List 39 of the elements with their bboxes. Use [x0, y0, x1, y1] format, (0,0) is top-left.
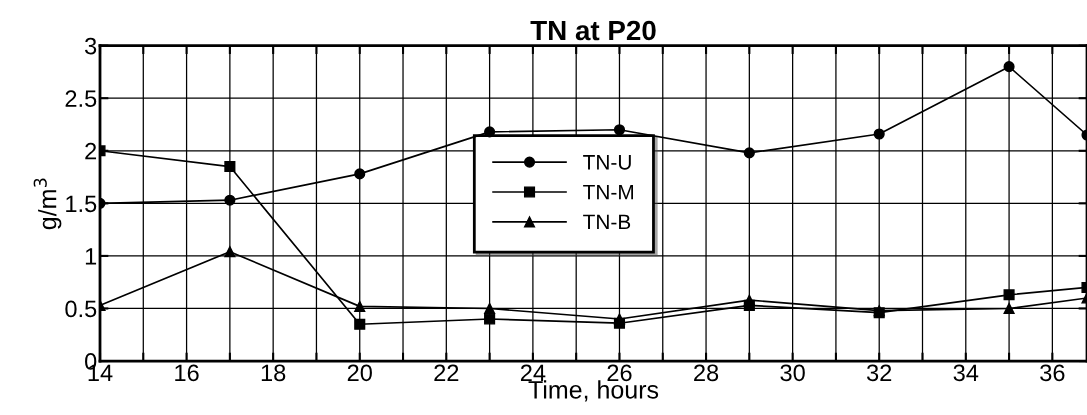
- point: [484, 313, 496, 325]
- x-tick-label: 30: [780, 364, 805, 382]
- y-tick-label: 1: [85, 248, 97, 265]
- x-tick-label: 20: [347, 364, 372, 382]
- point: [354, 318, 366, 330]
- legend-label: TN-M: [583, 184, 634, 200]
- x-tick-label: 24: [520, 364, 546, 381]
- point: [1003, 61, 1015, 73]
- point: [743, 147, 755, 159]
- x-axis-title: Time, hours: [528, 380, 659, 402]
- point: [873, 128, 885, 140]
- y-axis-title: g/m$^{3}$: [33, 178, 62, 230]
- y-tick-label: 2.5: [65, 90, 97, 107]
- y-tick-label: 1.5: [66, 195, 97, 213]
- x-tick-label: 18: [261, 364, 286, 382]
- point: [743, 299, 755, 311]
- y-tick-label: 2: [85, 142, 97, 160]
- x-tick-label: 32: [866, 364, 892, 382]
- point: [1003, 302, 1015, 315]
- chart-title: TN at P20: [530, 20, 656, 41]
- x-tick-label: 22: [434, 364, 459, 381]
- point: [613, 317, 626, 329]
- point: [613, 124, 626, 136]
- point: [484, 126, 496, 138]
- x-tick-label: 28: [694, 364, 719, 382]
- legend-label: TN-B: [583, 214, 631, 230]
- y-tick-label: 3: [85, 37, 97, 55]
- x-tick-label: 26: [607, 364, 632, 382]
- point: [224, 194, 236, 206]
- point: [354, 168, 366, 180]
- x-tick-label: 34: [953, 364, 979, 382]
- point: [224, 246, 236, 258]
- y-tick-label: 0.5: [65, 300, 97, 318]
- point: [354, 300, 366, 312]
- point: [224, 160, 236, 173]
- point: [1003, 289, 1015, 301]
- x-tick-label: 36: [1040, 364, 1065, 382]
- x-tick-label: 16: [175, 364, 199, 382]
- legend-label: TN-U: [583, 155, 631, 170]
